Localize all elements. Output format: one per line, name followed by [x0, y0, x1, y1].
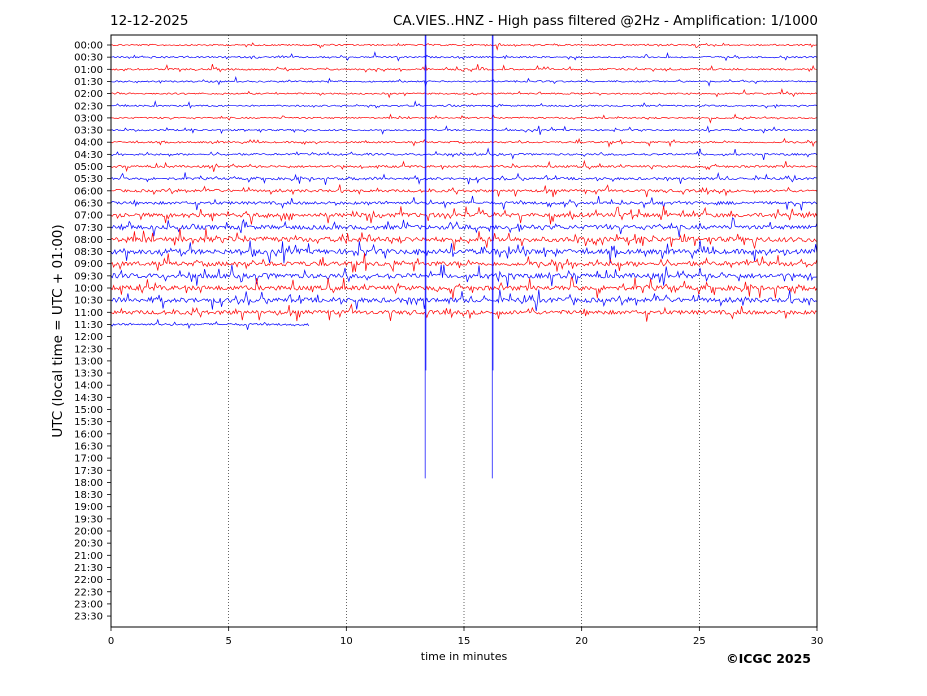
trace-line: [110, 195, 818, 211]
y-tick-label: 18:00: [74, 478, 103, 489]
y-tick-label: 04:30: [74, 150, 103, 161]
y-tick-label: 23:00: [74, 599, 103, 610]
trace-line: [110, 252, 818, 273]
y-tick-label: 08:30: [74, 247, 103, 258]
y-tick-label: 14:30: [74, 393, 103, 404]
y-tick-label: 01:00: [74, 65, 103, 76]
trace-line: [110, 264, 818, 287]
y-tick-label: 09:00: [74, 259, 103, 270]
trace-line: [110, 184, 818, 198]
y-tick-label: 16:30: [74, 441, 103, 452]
y-tick-label: 00:30: [74, 53, 103, 64]
y-tick-label: 17:30: [74, 466, 103, 477]
y-tick-label: 20:00: [74, 527, 103, 538]
y-tick-label: 07:00: [74, 211, 103, 222]
x-axis-label: time in minutes: [421, 650, 508, 663]
x-tick-label: 15: [458, 636, 471, 647]
trace-line: [110, 303, 818, 322]
trace-line: [110, 75, 818, 87]
y-tick-label: 22:00: [74, 575, 103, 586]
chart-date: 12-12-2025: [110, 13, 188, 29]
y-tick-label: 21:00: [74, 551, 103, 562]
trace-line: [110, 217, 818, 237]
x-tick-label: 20: [575, 636, 588, 647]
y-tick-label: 03:00: [74, 113, 103, 124]
trace-line: [110, 289, 818, 312]
y-tick-label: 14:00: [74, 381, 103, 392]
y-tick-label: 02:30: [74, 101, 103, 112]
y-tick-label: 15:30: [74, 417, 103, 428]
y-tick-label: 19:30: [74, 514, 103, 525]
y-tick-label: 06:30: [74, 198, 103, 209]
y-tick-label: 08:00: [74, 235, 103, 246]
y-tick-label: 18:30: [74, 490, 103, 501]
y-tick-label: 03:30: [74, 126, 103, 137]
y-tick-label: 05:00: [74, 162, 103, 173]
y-tick-label: 22:30: [74, 587, 103, 598]
y-tick-label: 07:30: [74, 223, 103, 234]
y-tick-label: 00:00: [74, 41, 103, 52]
y-tick-label: 15:00: [74, 405, 103, 416]
y-tick-label: 21:30: [74, 563, 103, 574]
trace-line: [110, 100, 818, 109]
y-tick-label: 17:00: [74, 454, 103, 465]
trace-lines: [110, 42, 818, 330]
trace-line: [110, 42, 818, 51]
trace-line: [110, 318, 310, 330]
trace-line: [110, 276, 818, 299]
trace-line: [110, 125, 818, 135]
trace-line: [110, 87, 818, 99]
trace-line: [110, 228, 818, 251]
trace-line: [110, 147, 818, 161]
x-tick-label: 30: [811, 636, 824, 647]
y-tick-label: 06:00: [74, 186, 103, 197]
trace-line: [110, 51, 818, 62]
y-tick-label: 04:00: [74, 138, 103, 149]
y-axis-label: UTC (local time = UTC + 01:00): [50, 224, 66, 437]
trace-line: [110, 137, 818, 148]
trace-line: [110, 205, 818, 225]
y-tick-label: 11:30: [74, 320, 103, 331]
x-tick-label: 25: [693, 636, 706, 647]
y-tick-label: 20:30: [74, 539, 103, 550]
y-tick-label: 13:30: [74, 369, 103, 380]
x-tick-label: 0: [108, 636, 114, 647]
y-tick-label: 13:00: [74, 356, 103, 367]
x-tick-label: 5: [225, 636, 231, 647]
copyright-text: ©ICGC 2025: [726, 651, 811, 666]
trace-line: [110, 64, 818, 73]
y-tick-label: 10:00: [74, 284, 103, 295]
x-tick-label: 10: [340, 636, 353, 647]
y-tick-label: 11:00: [74, 308, 103, 319]
y-tick-label: 01:30: [74, 77, 103, 88]
chart-title: CA.VIES..HNZ - High pass filtered @2Hz -…: [393, 13, 818, 29]
y-tick-label: 02:00: [74, 89, 103, 100]
y-tick-label: 16:00: [74, 429, 103, 440]
trace-line: [110, 113, 818, 124]
trace-line: [110, 240, 818, 264]
y-tick-label: 10:30: [74, 296, 103, 307]
x-axis-ticks: 0 5 10 15 20 25 30: [108, 627, 824, 647]
event-spikes: [424, 35, 494, 479]
y-tick-label: 12:30: [74, 344, 103, 355]
y-tick-label: 05:30: [74, 174, 103, 185]
trace-line: [110, 159, 818, 173]
y-tick-label: 23:30: [74, 612, 103, 623]
y-tick-label: 19:00: [74, 502, 103, 513]
y-tick-label: 09:30: [74, 271, 103, 282]
trace-line: [110, 172, 818, 185]
y-tick-label: 12:00: [74, 332, 103, 343]
